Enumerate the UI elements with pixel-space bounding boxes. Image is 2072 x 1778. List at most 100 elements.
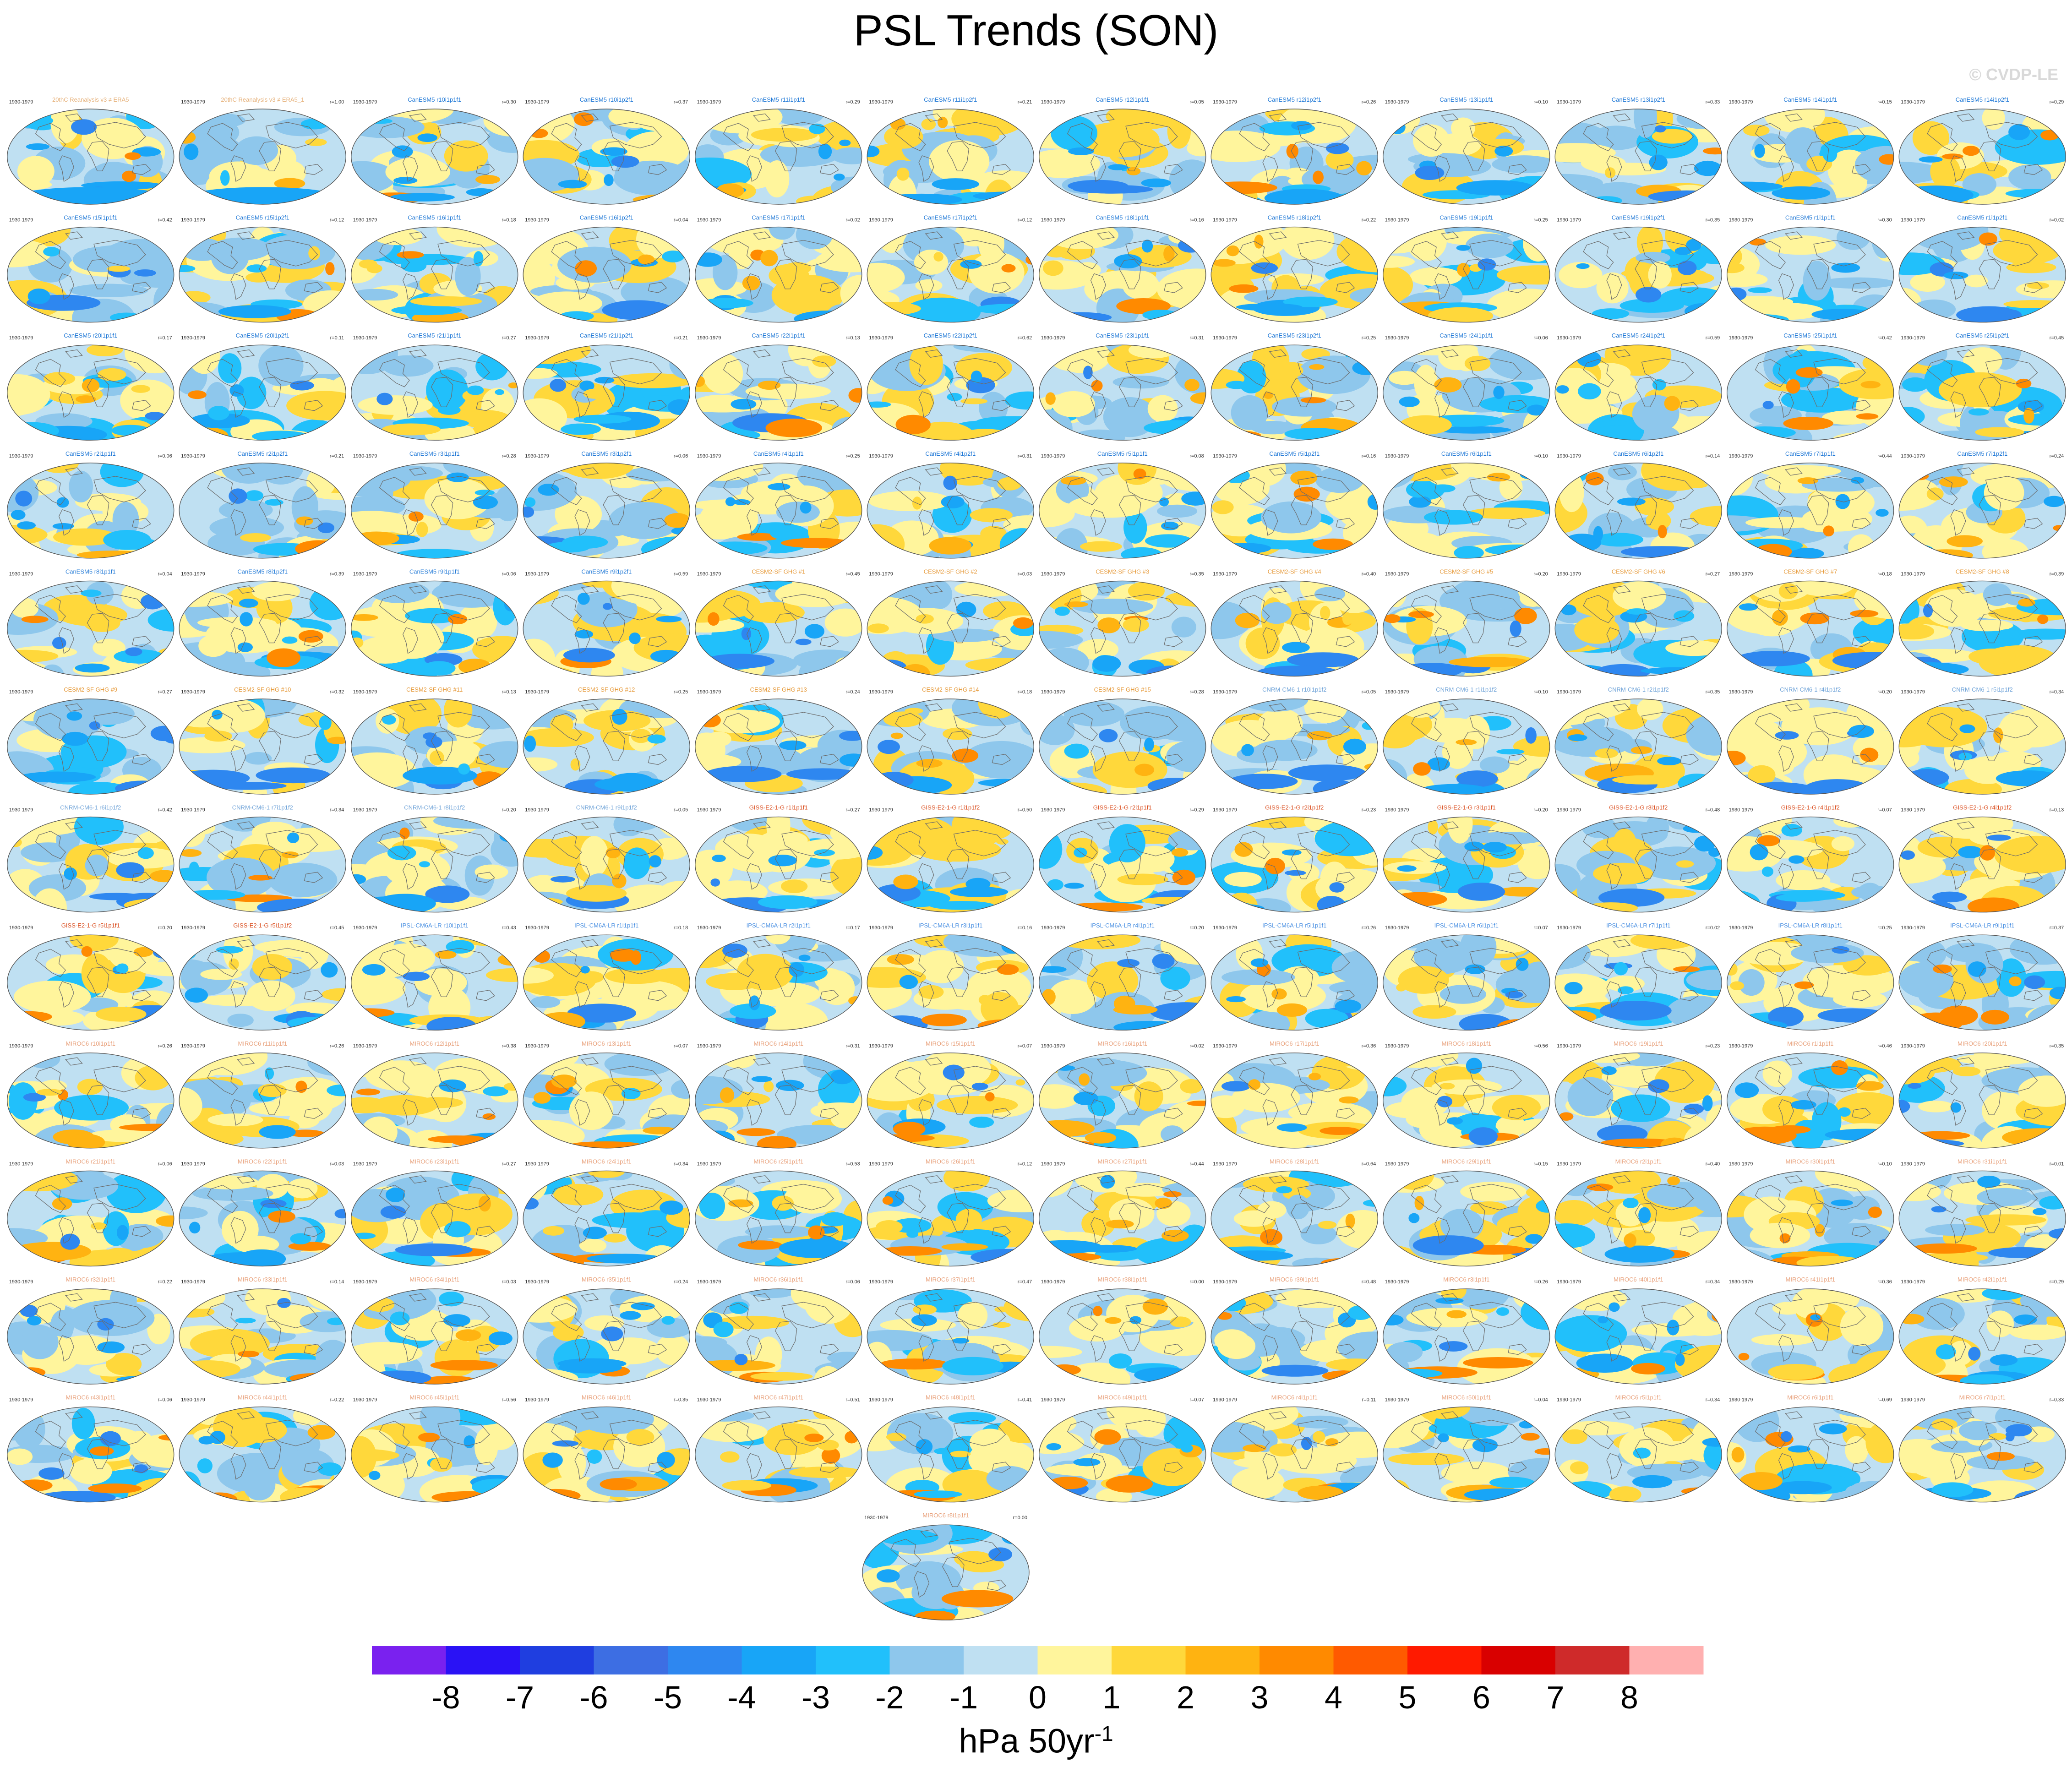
- trend-contour: [325, 352, 338, 360]
- coastline: [230, 745, 246, 772]
- trend-contour: [747, 1289, 798, 1298]
- trend-contour: [905, 708, 923, 714]
- trend-contour: [695, 157, 752, 191]
- coastline: [304, 518, 323, 529]
- trend-contour: [430, 1360, 498, 1371]
- coastline: [1269, 231, 1287, 240]
- trend-contour: [290, 380, 314, 391]
- coastline: [1411, 477, 1442, 506]
- trend-contour: [1810, 1314, 1821, 1321]
- watermark-label: © CVDP-LE: [1969, 65, 2058, 84]
- trend-contour: [1336, 1210, 1378, 1249]
- correlation-label: r=0.37: [674, 99, 688, 105]
- trend-contour: [1221, 468, 1250, 484]
- trend-contour: [523, 1197, 539, 1210]
- map-panel: [523, 345, 690, 441]
- coastline: [87, 613, 109, 644]
- trend-contour: [1388, 1181, 1403, 1189]
- trend-contour: [996, 581, 1034, 590]
- trend-contour: [737, 533, 781, 541]
- trend-contour: [1465, 233, 1514, 258]
- coastline: [1679, 400, 1699, 411]
- coastline: [1441, 349, 1459, 358]
- trend-contour: [419, 861, 431, 867]
- correlation-label: r=0.05: [674, 807, 688, 813]
- trend-contour: [1956, 1053, 2035, 1065]
- coastline: [58, 745, 74, 772]
- map-border: [179, 580, 346, 677]
- trend-contour: [351, 637, 364, 649]
- map-border: [1554, 580, 1722, 677]
- trend-contour: [575, 630, 594, 638]
- trend-contour: [643, 1126, 677, 1134]
- period-label: 1930-1979: [697, 335, 721, 341]
- coastline: [925, 467, 943, 476]
- trend-contour: [1261, 602, 1292, 624]
- correlation-label: r=0.34: [674, 1161, 688, 1167]
- trend-contour: [1309, 364, 1325, 370]
- trend-contour: [62, 731, 88, 746]
- trend-contour: [662, 250, 684, 262]
- trend-contour: [603, 1233, 627, 1243]
- trend-contour: [758, 895, 818, 909]
- map-border: [351, 344, 518, 441]
- panel-label: CanESM5 r9i1p2f1: [581, 568, 632, 575]
- period-label: 1930-1979: [9, 1161, 33, 1167]
- trend-contour: [1984, 474, 2024, 511]
- correlation-label: r=1.00: [330, 99, 344, 105]
- trend-contour: [831, 147, 862, 164]
- trend-contour: [351, 511, 412, 533]
- correlation-label: r=0.24: [674, 1279, 688, 1285]
- coastline: [437, 122, 490, 148]
- panel-label: MIROC6 r36i1p1f1: [754, 1276, 803, 1283]
- period-label: 1930-1979: [869, 571, 893, 577]
- trend-contour: [867, 1060, 938, 1102]
- map-panel: [351, 109, 518, 204]
- period-label: 1930-1979: [9, 335, 33, 341]
- trend-contour: [1675, 1353, 1685, 1366]
- trend-contour: [351, 614, 378, 621]
- trend-contour: [1686, 239, 1702, 251]
- panel-label: CanESM5 r18i1p2f1: [1268, 214, 1321, 221]
- trend-contour: [2018, 614, 2034, 622]
- period-label: 1930-1979: [1385, 689, 1409, 695]
- map-border: [867, 344, 1034, 441]
- trend-contour: [800, 502, 812, 514]
- trend-contour: [1072, 185, 1153, 194]
- trend-contour: [830, 1069, 854, 1085]
- trend-contour: [609, 502, 682, 539]
- map-border: [1039, 226, 1206, 323]
- correlation-label: r=0.06: [1533, 335, 1548, 341]
- coastline: [1297, 476, 1350, 502]
- coastline: [1441, 585, 1459, 594]
- coastline: [1411, 123, 1442, 152]
- trend-contour: [33, 699, 104, 740]
- trend-contour: [240, 612, 253, 627]
- trend-contour: [1113, 995, 1135, 1012]
- trend-contour: [951, 109, 1025, 136]
- map-border: [1898, 463, 2066, 559]
- coastline: [1950, 273, 1966, 300]
- trend-contour: [397, 251, 424, 259]
- trend-contour: [906, 1230, 919, 1238]
- period-label: 1930-1979: [697, 689, 721, 695]
- trend-contour: [1134, 1367, 1194, 1383]
- correlation-label: r=0.18: [502, 218, 516, 223]
- coastline: [1067, 359, 1098, 387]
- trend-contour: [1211, 547, 1242, 558]
- trend-contour: [7, 114, 54, 128]
- coastline: [1806, 495, 1829, 525]
- map-panel: [1039, 227, 1206, 322]
- trend-contour: [523, 506, 534, 518]
- period-label: 1930-1979: [1213, 689, 1237, 695]
- trend-contour: [1212, 500, 1234, 514]
- trend-contour: [1048, 1364, 1081, 1376]
- trend-contour: [1762, 1060, 1792, 1087]
- trend-contour: [1899, 407, 1925, 426]
- correlation-label: r=0.59: [1706, 335, 1720, 341]
- trend-contour: [758, 381, 781, 390]
- coastline: [1852, 636, 1871, 647]
- trend-contour: [125, 152, 141, 160]
- correlation-label: r=0.12: [330, 218, 344, 223]
- correlation-label: r=0.02: [2050, 218, 2064, 223]
